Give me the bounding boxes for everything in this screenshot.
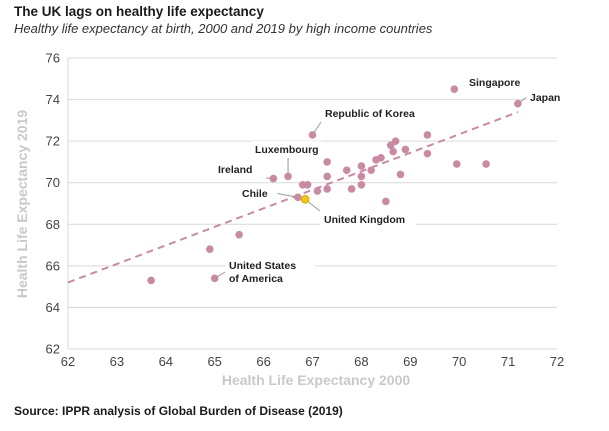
y-tick-label: 62 — [46, 342, 60, 357]
data-point — [423, 131, 432, 139]
source-note: Source: IPPR analysis of Global Burden o… — [14, 404, 343, 418]
data-point — [391, 137, 400, 145]
data-point — [452, 160, 461, 168]
data-point — [342, 166, 351, 175]
label-box — [225, 257, 315, 287]
data-label: Japan — [530, 92, 560, 104]
data-point — [396, 170, 405, 179]
y-tick-label: 70 — [46, 175, 60, 190]
data-point — [269, 174, 278, 183]
label-box — [320, 211, 417, 228]
data-point — [308, 131, 317, 139]
chart-title: The UK lags on healthy life expectancy — [14, 4, 264, 19]
x-tick-label: 65 — [207, 354, 221, 369]
data-point — [210, 274, 219, 283]
data-label: United States of America — [229, 260, 296, 285]
x-tick-label: 62 — [61, 354, 75, 369]
data-label-line: United Kingdom — [324, 214, 405, 226]
data-point — [323, 158, 331, 166]
data-label: Singapore — [469, 77, 521, 89]
data-point — [357, 180, 366, 189]
data-point — [401, 145, 410, 154]
label-box — [526, 89, 566, 106]
data-point — [367, 166, 375, 175]
axes: 62 64 66 68 70 72 74 76 62 63 64 65 66 67 68 69 70 71 72 — [46, 51, 565, 370]
data-point — [294, 193, 302, 202]
x-tick-label: 67 — [305, 354, 319, 369]
x-tick-label: 66 — [256, 354, 270, 369]
data-points — [147, 85, 522, 285]
y-tick-label: 72 — [46, 134, 60, 149]
data-point-highlight — [300, 195, 310, 204]
label-box — [251, 141, 322, 158]
x-axis-title: Health Life Expectancy 2000 — [222, 372, 411, 388]
data-point — [347, 185, 356, 193]
data-label: United Kingdom — [324, 214, 405, 226]
label-box — [238, 185, 278, 202]
y-tick-label: 66 — [46, 258, 60, 273]
data-label-line: Luxembourg — [255, 144, 319, 156]
gridlines — [68, 57, 557, 350]
label-box — [214, 161, 267, 178]
data-label-line: Singapore — [469, 77, 521, 89]
data-point — [450, 85, 459, 93]
data-point — [313, 187, 322, 195]
data-label: Chile — [242, 188, 268, 200]
data-point — [357, 162, 366, 170]
data-label-line: Ireland — [218, 164, 252, 176]
data-point — [235, 230, 243, 239]
y-axis-title: Health Life Expectancy 2019 — [14, 110, 30, 299]
y-tick-label: 68 — [46, 217, 60, 232]
data-point — [206, 245, 214, 254]
y-tick-label: 74 — [46, 92, 60, 107]
label-box — [465, 74, 530, 91]
data-label-line: Japan — [530, 92, 560, 104]
x-tick-label: 71 — [501, 354, 515, 369]
trendline-group — [67, 111, 519, 284]
data-point — [377, 153, 385, 162]
data-point — [514, 99, 522, 108]
y-tick-label: 64 — [46, 300, 60, 315]
y-tick-label: 76 — [46, 51, 60, 66]
data-label: Republic of Korea — [325, 108, 415, 120]
data-point — [482, 160, 490, 168]
data-label-line: Republic of Korea — [325, 108, 415, 120]
data-point — [389, 147, 397, 156]
chart-subtitle: Healthy life expectancy at birth, 2000 a… — [14, 21, 433, 36]
data-label-line: United States — [229, 260, 296, 272]
data-point — [382, 197, 390, 206]
data-label: Ireland — [218, 164, 252, 176]
x-tick-label: 69 — [403, 354, 417, 369]
label-box — [321, 105, 437, 122]
data-point — [147, 276, 155, 285]
data-point — [323, 172, 331, 181]
x-tick-label: 72 — [550, 354, 564, 369]
x-tick-label: 63 — [110, 354, 124, 369]
data-label: Luxembourg — [255, 144, 319, 156]
point-labels: United States of America IrelandLuxembourg… — [214, 74, 566, 287]
x-tick-label: 68 — [354, 354, 368, 369]
trendline — [67, 111, 519, 284]
data-point — [303, 180, 312, 189]
x-tick-label: 70 — [452, 354, 466, 369]
data-point — [284, 172, 292, 181]
x-tick-label: 64 — [159, 354, 173, 369]
data-label-line: of America — [229, 273, 283, 285]
data-point — [323, 185, 331, 193]
data-point — [423, 149, 432, 158]
data-label-line: Chile — [242, 188, 268, 200]
data-point — [357, 172, 366, 181]
